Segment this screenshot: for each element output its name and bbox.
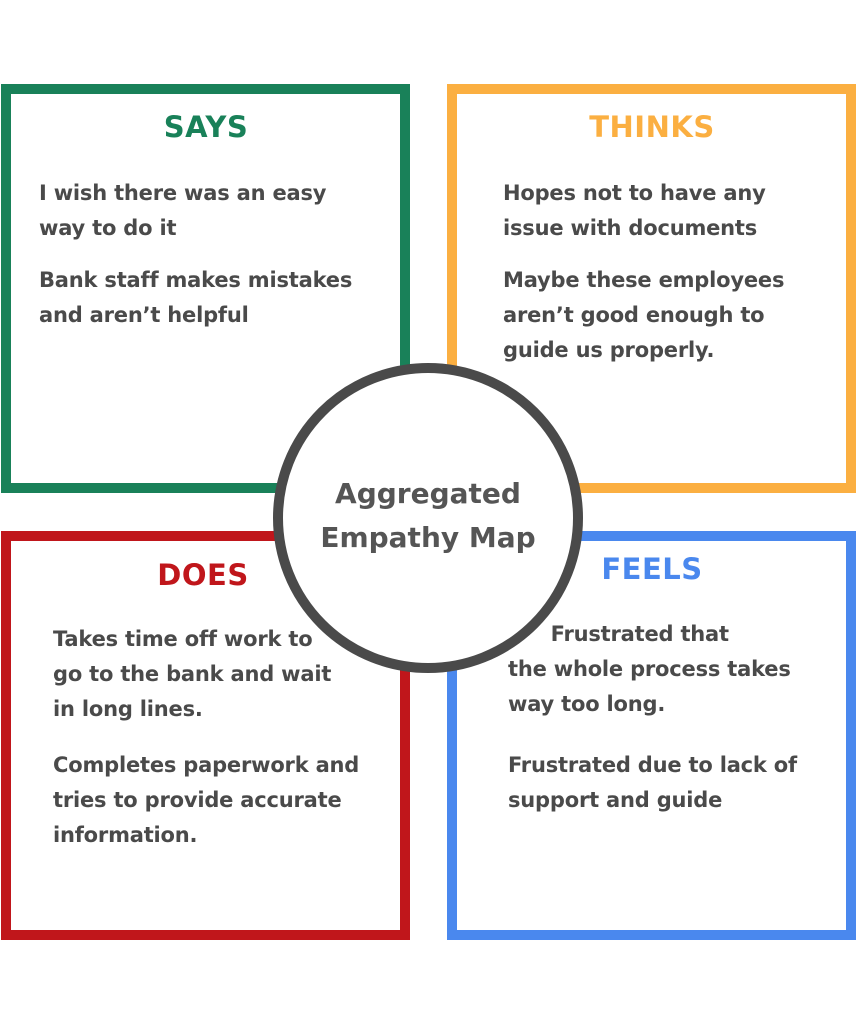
thinks-title: THINKS [589,110,715,144]
feels-item: Frustrated due to lack of support and gu… [508,753,797,812]
thinks-item: Hopes not to have any issue with documen… [503,181,766,240]
says-quadrant [1,84,410,493]
center-title: Aggregated Empathy Map [320,477,536,554]
feels-item: Frustrated that the whole process takes … [508,622,791,716]
does-title: DOES [157,558,249,592]
thinks-item: Maybe these employees aren’t good enough… [503,268,785,362]
does-item: Takes time off work to go to the bank an… [53,627,332,721]
says-item: Bank staff makes mistakes and aren’t hel… [39,268,353,327]
feels-title: FEELS [601,552,703,586]
does-item: Completes paperwork and tries to provide… [53,753,360,847]
says-title: SAYS [163,110,249,144]
center-circle [273,363,583,673]
says-item: I wish there was an easy way to do it [39,181,327,240]
